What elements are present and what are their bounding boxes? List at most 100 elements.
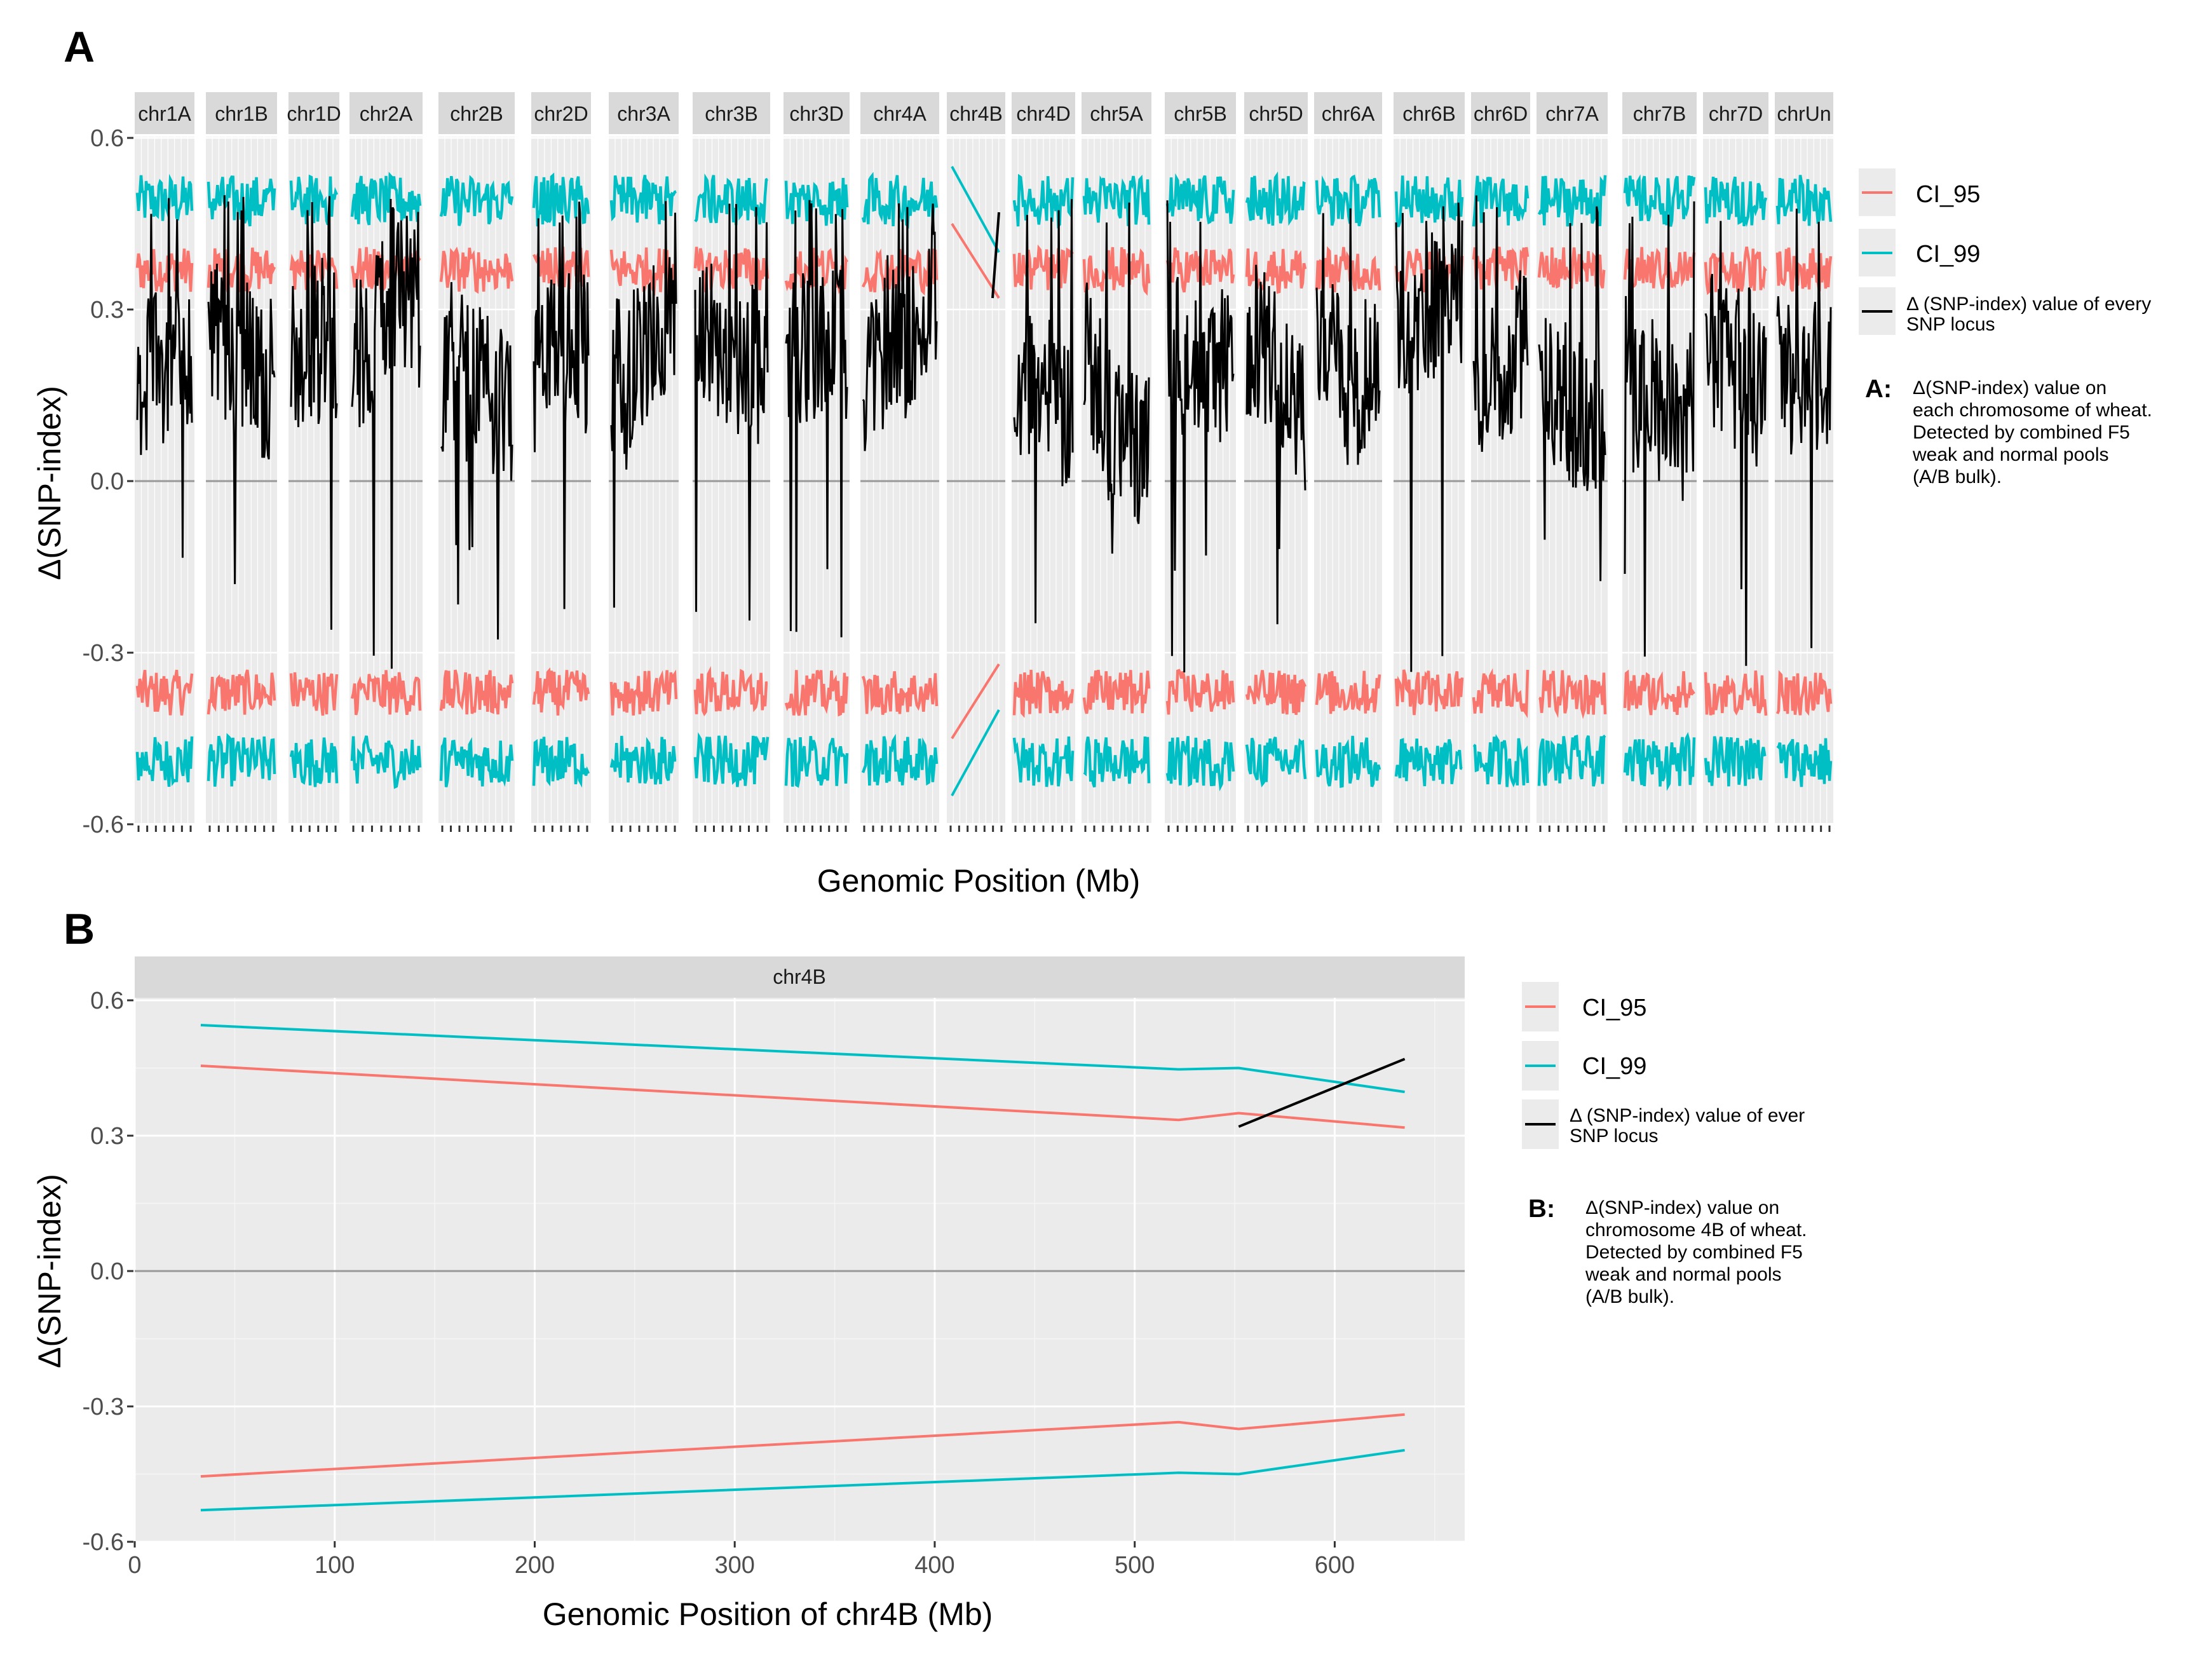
facet-strip-label: chr7A (1545, 102, 1599, 125)
legend-a-note-label: A: (1865, 375, 1892, 403)
ci95-upper-band (439, 246, 514, 294)
ci95-lower-band (1012, 669, 1075, 718)
facet-strip-label: chr6B (1402, 102, 1456, 125)
legend-a-note-line2: each chromosome of wheat. (1913, 400, 2152, 421)
ci99-upper-band (135, 173, 194, 221)
ci95-upper-band (1537, 247, 1606, 289)
ci99-lower-band (1537, 734, 1606, 787)
legend-a-note-line5: (A/B bulk). (1913, 466, 2002, 487)
ci95-upper-band (1775, 247, 1833, 292)
ci95-lower-band (532, 667, 590, 716)
panel-b-x-tick-label: 300 (715, 1552, 755, 1579)
facet-chr4D: chr4D (1012, 92, 1075, 832)
panel-b-y-axis-title: Δ(SNP-index) (32, 1174, 67, 1368)
panel-a-y-axis-title: Δ(SNP-index) (32, 386, 67, 580)
snp-trace (440, 282, 513, 640)
ci99-upper-band (1165, 173, 1235, 225)
facet-strip (609, 92, 679, 134)
panel-a-y-axis: 0.6 0.3 0.0 -0.3 -0.6 (83, 125, 133, 838)
panel-a-y-tick-label: 0.3 (90, 297, 124, 323)
ci95-lower-band (1623, 669, 1695, 716)
facet-strip (1314, 92, 1382, 134)
facet-strip-label: chrUn (1777, 102, 1831, 125)
ci95-upper-band (1012, 244, 1074, 290)
facet-chr4A: chr4A (860, 92, 939, 832)
panel-b-strip-label: chr4B (773, 965, 826, 988)
ci99-upper-band (1394, 175, 1464, 228)
facet-strip (1775, 92, 1833, 134)
facet-strip (438, 92, 515, 134)
facet-strip (135, 92, 194, 134)
panel-b-x-tick-label: 600 (1315, 1552, 1355, 1579)
ci95-upper-band (350, 247, 421, 294)
panel-b-y-tick-label: -0.6 (83, 1529, 124, 1556)
panel-b-axes: 0.6 0.3 0.0 -0.3 -0.60 100 200 300 400 500 600 (83, 988, 1355, 1579)
facet-strip (1165, 92, 1236, 134)
ci99-lower-band (861, 733, 939, 786)
facet-chr1B: chr1B (206, 92, 277, 832)
ci99-lower-band (1083, 736, 1151, 788)
ci95-upper-band (1472, 247, 1530, 290)
facet-strip (1471, 92, 1530, 134)
panel-a-legend: CI_95 CI_99 Δ (SNP-index) value of every… (1859, 168, 2152, 487)
panel-b-strip (135, 956, 1465, 998)
ci95-lower-band (1538, 670, 1607, 719)
ci95-lower-band (1315, 670, 1381, 714)
legend-b-snp-label-line2: SNP locus (1570, 1126, 1659, 1146)
legend-b-note-line3: Detected by combined F5 (1585, 1242, 1803, 1263)
ci95-lower-band (784, 669, 849, 717)
legend-a-ci99-label: CI_99 (1916, 241, 1980, 268)
facet-strip (1082, 92, 1151, 134)
ci99-upper-band (1704, 176, 1768, 228)
ci99-lower-band (1245, 737, 1307, 788)
panel-a-x-axis-title: Genomic Position (Mb) (817, 863, 1141, 899)
facet-panel-bg (1314, 137, 1382, 823)
facet-strip-label: chr3D (789, 102, 843, 125)
ci95-lower-band (350, 670, 422, 716)
panel-a-y-tick-label: -0.3 (83, 640, 124, 667)
ci99-upper-band (350, 172, 422, 226)
panel-b-x-tick-label: 0 (128, 1552, 141, 1579)
ci95-upper-band (1082, 247, 1151, 296)
facet-chr1D: chr1D (287, 92, 341, 832)
legend-a-note-line4: weak and normal pools (1912, 444, 2109, 465)
facet-strip-label: chr6D (1474, 102, 1528, 125)
ci99-upper-band (439, 175, 514, 226)
facet-panel-bg (531, 137, 591, 823)
facet-panel-bg (1471, 137, 1530, 823)
facet-strip-label: chr7D (1709, 102, 1763, 125)
facet-chr6D: chr6D (1471, 92, 1530, 832)
facet-panel-bg (1775, 137, 1833, 823)
facet-strip-label: chr2D (534, 102, 588, 125)
ci99-lower-band (135, 736, 194, 787)
legend-b-note-line2: chromosome 4B of wheat. (1585, 1220, 1807, 1241)
ci99-lower-band (1315, 735, 1381, 788)
ci99-upper-band (784, 177, 849, 226)
panel-b-series-3 (200, 1448, 1405, 1512)
facet-strip-label: chr5D (1249, 102, 1303, 125)
ci99-lower-band (439, 737, 514, 787)
facet-strip-label: chr7B (1633, 102, 1686, 125)
ci95-lower-band (1394, 669, 1464, 716)
facet-strip-label: chr2B (450, 102, 503, 125)
ci99-upper-band (1537, 175, 1607, 227)
legend-b-ci95-label: CI_95 (1582, 995, 1646, 1021)
ci95-upper-band (1704, 247, 1767, 296)
ci95-upper-band (1315, 246, 1381, 292)
ci95-lower-band (1775, 670, 1833, 716)
snp-trace (533, 201, 590, 609)
ci99-lower-band (1165, 736, 1235, 792)
facet-panel-bg (1082, 137, 1151, 823)
panel-b: B chr4B 0.6 0.3 0.0 -0.3 -0.60 100 200 300 400 50… (32, 905, 1807, 1632)
ci99-lower-band (784, 736, 849, 788)
snp-trace (1776, 208, 1832, 648)
facet-strip (860, 92, 939, 134)
facet-chr2A: chr2A (349, 92, 423, 832)
ci99-upper-band (1472, 175, 1530, 227)
panel-a-y-tick-label: 0.6 (90, 125, 124, 152)
panel-a: A chr1A chr1B chr1D chr2A chr2B chr2D chr3A chr… (32, 23, 2152, 899)
panel-b-y-tick-label: 0.0 (90, 1258, 124, 1285)
snp-trace (136, 198, 193, 558)
snp-trace (290, 196, 338, 630)
